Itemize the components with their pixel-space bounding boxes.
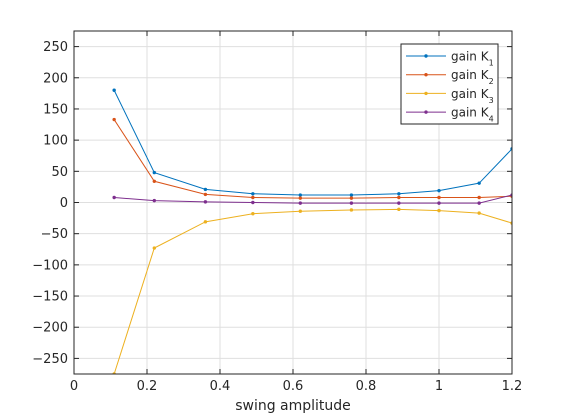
series-2-point (203, 192, 208, 197)
y-tick-label: −200 (32, 321, 68, 336)
series-4-point (251, 200, 255, 205)
x-tick-label: 1 (435, 379, 443, 394)
series-4 (112, 193, 512, 205)
x-tick-label: 0.4 (210, 379, 231, 394)
x-axis-label: swing amplitude (235, 398, 351, 414)
series-1-point (298, 193, 302, 197)
series-1-point (251, 192, 255, 196)
series-4-point (152, 198, 156, 203)
series-line-4 (114, 194, 512, 204)
y-tick-label: 150 (43, 102, 68, 117)
series-2-point (251, 195, 255, 200)
series-2 (112, 117, 512, 200)
legend-marker-3 (424, 91, 428, 96)
x-tick-labels: 0 0.2 0.4 0.6 0.8 1 1.2 (70, 379, 522, 394)
series-3-point (437, 208, 441, 213)
series-line-1 (113, 90, 512, 196)
series-2-point (349, 196, 354, 200)
y-tick-label: 250 (43, 40, 68, 55)
series-4-point (477, 201, 481, 205)
series-2-point (437, 195, 441, 200)
y-tick-label: 50 (51, 165, 68, 180)
x-tick-label: 1.2 (502, 379, 523, 394)
legend-marker-1 (424, 54, 428, 58)
series-1-point (152, 170, 156, 175)
y-tick-label: 100 (43, 134, 68, 149)
ticks (73, 31, 513, 374)
x-tick-label: 0.8 (356, 379, 377, 394)
legend-label-1: gain K1 (451, 50, 494, 68)
series-1-point (397, 192, 401, 196)
series-line-2 (113, 119, 512, 199)
y-tick-label: −250 (32, 352, 68, 367)
series-3-point (298, 209, 302, 213)
series-3-point (203, 220, 208, 224)
legend-label-2: gain K2 (451, 68, 494, 86)
series-1-point (349, 193, 354, 197)
series-3-point (251, 212, 255, 216)
series-1 (112, 88, 512, 197)
series-2-point (152, 179, 156, 183)
series-2-point (112, 117, 116, 122)
legend-marker-4 (424, 110, 428, 114)
y-tick-label: 0 (60, 196, 68, 211)
series-4-point (397, 201, 401, 205)
y-tick-label: 200 (43, 71, 68, 86)
series-1-point (477, 181, 481, 185)
series-3-point (152, 246, 156, 250)
x-tick-label: 0.2 (137, 379, 158, 394)
series-4-point (349, 201, 354, 205)
series-4-point (112, 195, 116, 200)
series-3-point (397, 207, 401, 212)
series-2-point (477, 195, 481, 200)
series-2-point (397, 195, 401, 200)
y-tick-label: −100 (32, 258, 68, 273)
series-layer (112, 88, 512, 374)
series-1-point (112, 88, 116, 92)
series-2-point (298, 196, 302, 200)
x-tick-label: 0 (70, 379, 78, 394)
series-1-point (437, 188, 441, 193)
y-tick-label: −50 (41, 227, 68, 242)
legend-box (400, 43, 499, 125)
series-line-3 (113, 208, 512, 374)
series-1-point (203, 187, 208, 192)
x-tick-label: 0.6 (283, 379, 304, 394)
series-4-point (298, 201, 302, 205)
series-3-point (349, 208, 354, 212)
series-4-point (437, 201, 441, 205)
y-tick-labels: 250 200 150 100 50 0 −50 −100 −150 −200 −250 (32, 40, 68, 367)
legend-label-3: gain K3 (451, 87, 494, 105)
legend-label-4: gain K4 (451, 106, 494, 124)
series-3-point (477, 211, 481, 215)
y-tick-label: −150 (32, 290, 68, 305)
legend-marker-2 (424, 73, 428, 77)
series-4-point (203, 200, 208, 204)
